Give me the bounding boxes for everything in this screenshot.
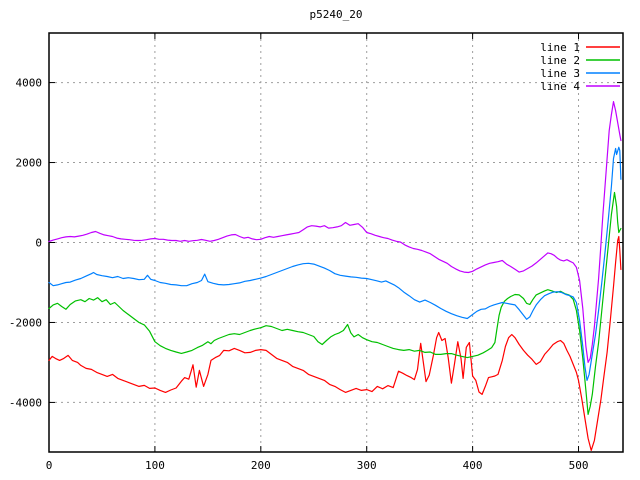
plot-border [48, 32, 624, 453]
svg-text:-4000: -4000 [9, 396, 42, 409]
svg-text:300: 300 [357, 459, 377, 472]
legend-label-line-3: line 3 [540, 67, 580, 80]
svg-text:100: 100 [145, 459, 165, 472]
svg-text:0: 0 [35, 237, 42, 250]
data-series-lines [48, 100, 622, 451]
legend-label-line-4: line 4 [540, 80, 580, 93]
svg-text:0: 0 [46, 459, 53, 472]
svg-text:-2000: -2000 [9, 316, 42, 329]
svg-text:500: 500 [569, 459, 589, 472]
chart-title: p5240_20 [310, 8, 363, 21]
svg-text:400: 400 [463, 459, 483, 472]
legend: line 1 line 2 line 3 line 4 [540, 41, 620, 93]
legend-label-line-1: line 1 [540, 41, 580, 54]
grid-lines [49, 33, 623, 452]
svg-text:4000: 4000 [16, 77, 43, 90]
axis-ticks [48, 33, 623, 452]
legend-label-line-2: line 2 [540, 54, 580, 67]
svg-text:2000: 2000 [16, 157, 43, 170]
axis-tick-labels: 0 100 200 300 400 500 -4000 -2000 0 2000 4000 [9, 77, 589, 472]
svg-text:200: 200 [251, 459, 271, 472]
